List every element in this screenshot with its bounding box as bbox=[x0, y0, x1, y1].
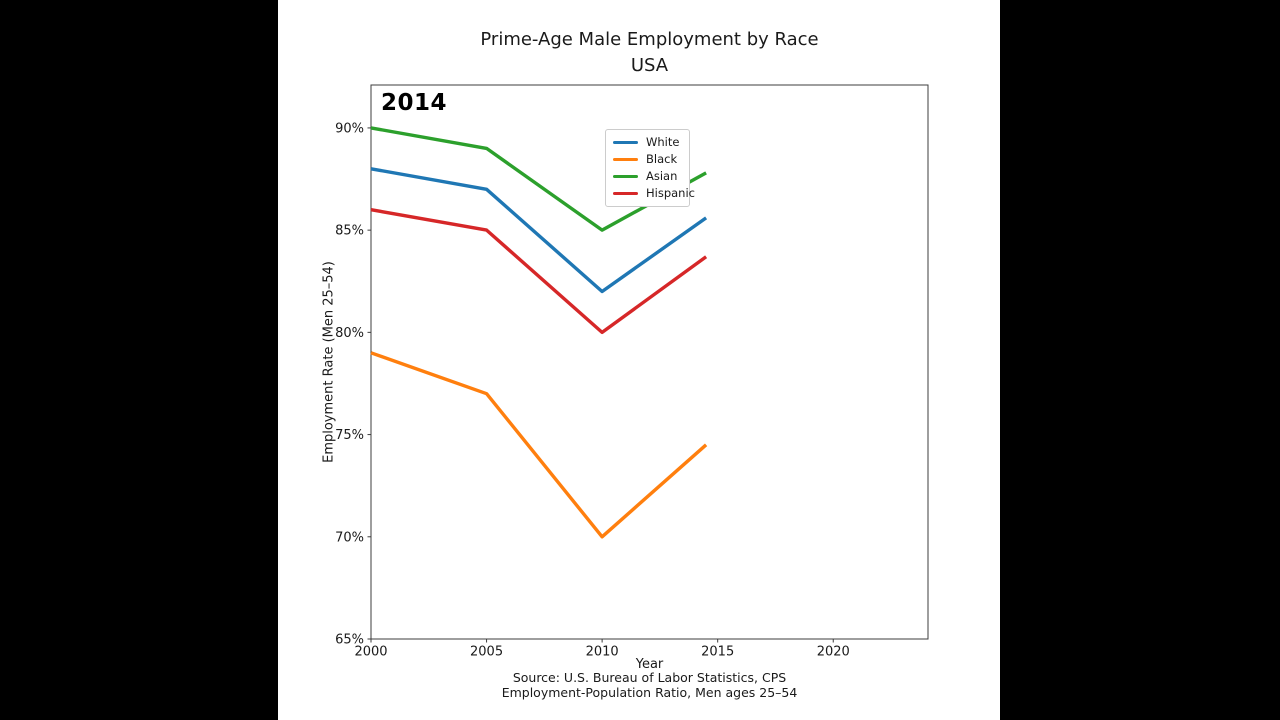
y-axis-label: Employment Rate (Men 25–54) bbox=[321, 261, 337, 463]
plot-area: 2000 2005 2010 2015 2020 65% 70% 75% 80% 85% 90% bbox=[335, 84, 929, 660]
chart-title: Prime-Age Male Employment by Race bbox=[480, 29, 819, 50]
legend-item-hispanic: Hispanic bbox=[613, 187, 695, 200]
y-tick-label-85: 85% bbox=[335, 224, 364, 239]
x-tick-label-2020: 2020 bbox=[817, 645, 850, 660]
source-line-1: Source: U.S. Bureau of Labor Statistics,… bbox=[512, 670, 787, 685]
legend-label-white: White bbox=[646, 135, 680, 149]
legend-label-asian: Asian bbox=[646, 169, 678, 183]
x-tick-label-2000: 2000 bbox=[354, 645, 387, 660]
y-tick-label-90: 90% bbox=[335, 121, 364, 136]
y-tick-label-80: 80% bbox=[335, 326, 364, 341]
figure-canvas: Prime-Age Male Employment by Race USA 20… bbox=[278, 0, 1000, 720]
x-axis-label: Year bbox=[635, 657, 664, 672]
legend-swatch-black bbox=[613, 157, 638, 162]
legend-item-black: Black bbox=[613, 153, 682, 166]
x-tick-label-2015: 2015 bbox=[701, 645, 734, 660]
legend-label-hispanic: Hispanic bbox=[646, 186, 695, 200]
y-tick-label-70: 70% bbox=[335, 530, 364, 545]
legend-item-asian: Asian bbox=[613, 170, 682, 183]
legend-item-white: White bbox=[613, 136, 682, 149]
axes-frame bbox=[370, 84, 929, 640]
y-tick-label-65: 65% bbox=[335, 633, 364, 648]
series-line-white bbox=[370, 167, 708, 294]
source-line-2: Employment-Population Ratio, Men ages 25… bbox=[501, 685, 798, 700]
legend: White Black Asian Hispanic bbox=[605, 129, 695, 207]
x-tick-label-2005: 2005 bbox=[470, 645, 503, 660]
x-tick-label-2010: 2010 bbox=[586, 645, 619, 660]
series-line-hispanic bbox=[370, 208, 708, 335]
year-annotation: 2014 bbox=[381, 90, 448, 116]
legend-label-black: Black bbox=[646, 152, 678, 166]
chart-subtitle: USA bbox=[630, 55, 669, 76]
series-line-black bbox=[370, 351, 708, 539]
legend-swatch-hispanic bbox=[613, 191, 638, 196]
legend-swatch-white bbox=[613, 140, 638, 145]
y-tick-label-75: 75% bbox=[335, 428, 364, 443]
legend-swatch-asian bbox=[613, 174, 638, 179]
